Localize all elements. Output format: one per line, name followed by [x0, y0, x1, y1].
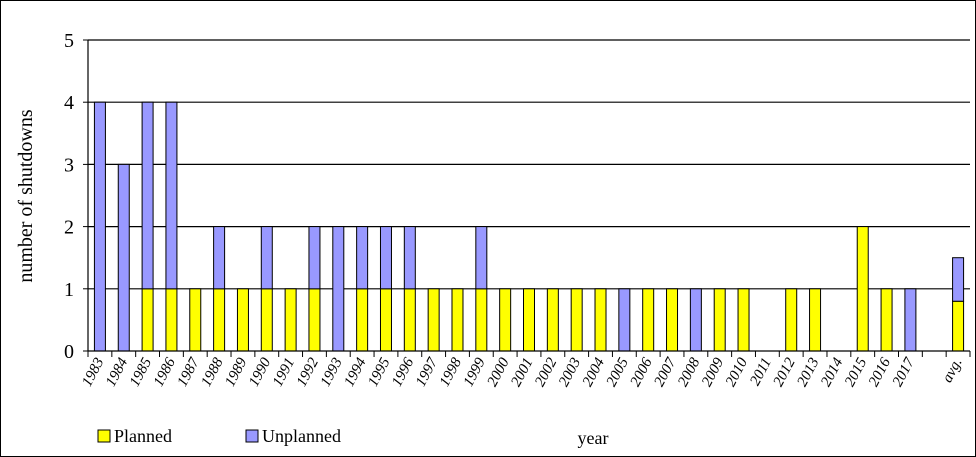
bar-planned-1991 [284, 288, 297, 352]
x-axis-label: year [578, 428, 609, 448]
bar-planned-1986 [165, 288, 178, 352]
bar-unplanned-avg. [952, 257, 965, 302]
x-tick-label-2006: 2006 [628, 355, 656, 389]
bar-planned-2010 [737, 288, 750, 352]
x-tick-label-1992: 1992 [294, 355, 322, 389]
x-tick-label-2007: 2007 [651, 354, 680, 389]
bar-planned-1996 [403, 288, 416, 352]
x-tick-label-2000: 2000 [484, 355, 512, 389]
x-tick-label-2001: 2001 [508, 355, 536, 389]
bar-planned-avg. [952, 300, 965, 352]
x-tick-label-2004: 2004 [580, 355, 608, 389]
x-tick-label-1988: 1988 [198, 355, 226, 389]
bar-planned-2001 [523, 288, 535, 352]
bar-planned-1988 [213, 288, 226, 352]
bar-planned-1997 [427, 288, 440, 352]
bar-planned-1992 [308, 288, 321, 352]
bar-planned-2004 [594, 288, 607, 352]
x-tick-label-2013: 2013 [794, 355, 822, 389]
bar-unplanned-1985 [141, 101, 154, 290]
y-tick-labels: 0 1 2 3 4 5 [64, 30, 74, 363]
x-tick-label-2005: 2005 [604, 355, 632, 389]
x-tick-label-2017: 2017 [890, 354, 919, 389]
x-tick-label-1989: 1989 [222, 355, 250, 389]
legend: Planned Unplanned [97, 426, 341, 446]
x-tick-label-avg.: avg. [940, 355, 966, 385]
y-tick-label-0: 0 [64, 341, 74, 363]
x-tick-label-1998: 1998 [437, 355, 465, 389]
bar-planned-1985 [141, 288, 154, 352]
x-tick-label-1999: 1999 [461, 355, 489, 389]
x-tick-label-1986: 1986 [151, 355, 179, 389]
bar-unplanned-1999 [475, 226, 488, 290]
x-tick-label-2002: 2002 [532, 355, 560, 389]
x-tick-label-2009: 2009 [699, 355, 727, 389]
bar-planned-1994 [356, 288, 369, 352]
bar-unplanned-2017 [904, 288, 917, 352]
bar-unplanned-1994 [356, 226, 369, 290]
x-tick-label-2003: 2003 [556, 355, 584, 389]
y-axis-label: number of shutdowns [15, 109, 37, 283]
y-tick-label-1: 1 [64, 279, 74, 301]
x-tick-label-2016: 2016 [866, 355, 894, 389]
bar-unplanned-1996 [403, 226, 416, 290]
x-tick-label-1991: 1991 [270, 355, 298, 389]
x-tick-label-2015: 2015 [842, 355, 870, 389]
bar-unplanned-1988 [213, 226, 226, 290]
x-tick-label-1994: 1994 [341, 355, 369, 389]
y-tick-label-5: 5 [64, 30, 74, 52]
bar-planned-2009 [713, 288, 726, 352]
bar-planned-2016 [880, 288, 893, 352]
x-tick-label-1990: 1990 [246, 355, 274, 389]
x-tick-label-1987: 1987 [175, 354, 204, 389]
x-tick-label-1996: 1996 [389, 355, 417, 389]
bar-planned-2002 [546, 288, 559, 352]
x-tick-label-1997: 1997 [413, 354, 442, 389]
axes [83, 39, 971, 357]
bar-planned-2000 [499, 288, 512, 352]
bar-unplanned-2005 [618, 288, 631, 352]
y-tick-label-4: 4 [64, 92, 74, 114]
x-tick-label-1995: 1995 [365, 355, 393, 389]
legend-label-planned: Planned [114, 426, 172, 446]
x-tick-label-2012: 2012 [771, 355, 799, 389]
x-tick-label-2008: 2008 [675, 355, 703, 389]
bar-planned-1989 [236, 288, 249, 352]
bar-unplanned-1995 [379, 226, 392, 290]
bar-planned-2012 [785, 288, 798, 352]
x-tick-label-1993: 1993 [318, 355, 346, 389]
x-tick-label-2014: 2014 [818, 355, 846, 389]
x-tick-label-1985: 1985 [127, 355, 155, 389]
y-tick-label-2: 2 [64, 217, 74, 239]
bar-planned-1987 [189, 288, 202, 352]
x-tick-labels: 1983198419851986198719881989199019911992… [79, 354, 965, 389]
x-tick-label-2011: 2011 [747, 355, 775, 388]
x-tick-label-1984: 1984 [103, 355, 131, 389]
legend-swatch-planned [97, 429, 111, 443]
y-tick-label-3: 3 [64, 154, 74, 176]
bar-unplanned-1992 [308, 226, 321, 290]
bar-unplanned-1986 [165, 101, 178, 290]
bar-planned-1990 [260, 288, 273, 352]
bar-planned-2003 [570, 288, 583, 352]
bar-unplanned-2008 [689, 288, 702, 352]
bar-planned-1999 [475, 288, 488, 352]
bar-unplanned-1984 [117, 163, 130, 352]
legend-swatch-unplanned [245, 429, 259, 443]
bar-planned-2013 [809, 288, 822, 352]
x-tick-label-1983: 1983 [79, 355, 107, 389]
bar-planned-2006 [642, 288, 655, 352]
legend-label-unplanned: Unplanned [262, 426, 341, 446]
grid [88, 39, 970, 290]
bar-unplanned-1990 [260, 226, 273, 290]
bar-planned-1998 [451, 288, 464, 352]
x-tick-label-2010: 2010 [723, 355, 751, 389]
bar-unplanned-1983 [93, 101, 106, 352]
bar-planned-2007 [666, 288, 679, 352]
bar-planned-2015 [856, 226, 869, 352]
bar-planned-1995 [379, 288, 392, 352]
bar-unplanned-1993 [332, 226, 345, 352]
